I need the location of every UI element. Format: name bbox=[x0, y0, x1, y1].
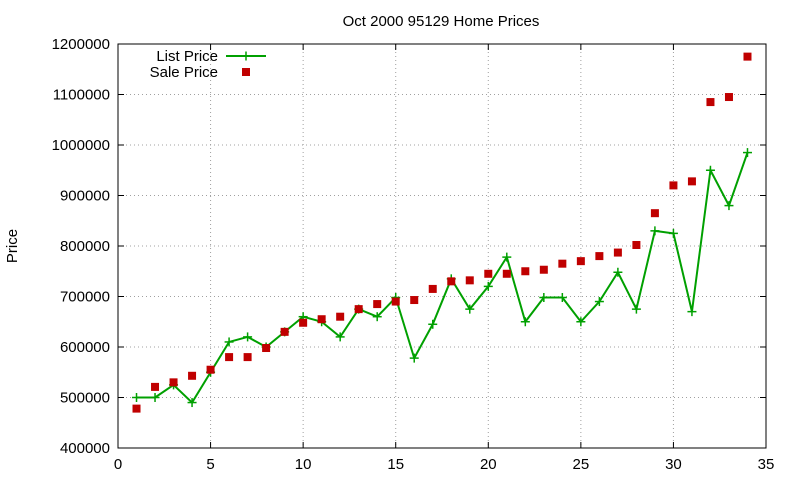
legend-label: List Price bbox=[156, 48, 218, 65]
list-price-point bbox=[668, 228, 678, 238]
sale-price-point bbox=[243, 353, 252, 362]
sale-price-point bbox=[447, 277, 456, 286]
list-price-point bbox=[705, 165, 715, 175]
series-list-price bbox=[132, 148, 752, 408]
sale-price-point bbox=[595, 252, 604, 261]
list-price-point bbox=[428, 319, 438, 329]
list-price-point bbox=[687, 307, 697, 317]
list-price-point bbox=[409, 353, 419, 363]
list-price-point bbox=[335, 332, 345, 342]
x-tick-label: 15 bbox=[387, 456, 404, 473]
list-price-line bbox=[136, 152, 749, 405]
sale-price-point bbox=[724, 93, 733, 102]
sale-price-point bbox=[650, 209, 659, 218]
sale-price-point bbox=[632, 240, 641, 249]
list-price-point bbox=[502, 252, 512, 262]
y-tick-label: 1000000 bbox=[52, 137, 110, 154]
sale-price-point bbox=[539, 265, 548, 274]
list-price-point bbox=[224, 337, 234, 347]
x-tick-label: 10 bbox=[295, 456, 312, 473]
list-price-point bbox=[465, 304, 475, 314]
list-price-point bbox=[742, 148, 752, 158]
sale-price-point bbox=[558, 259, 567, 268]
sale-price-point bbox=[317, 315, 326, 324]
legend-square-marker bbox=[242, 68, 250, 76]
x-tick-label: 0 bbox=[114, 456, 122, 473]
sale-price-point bbox=[706, 98, 715, 107]
sale-price-point bbox=[576, 257, 585, 266]
series-sale-price bbox=[132, 52, 752, 413]
list-price-point bbox=[539, 293, 549, 303]
list-price-point bbox=[520, 317, 530, 327]
x-tick-label: 5 bbox=[206, 456, 214, 473]
sale-price-point bbox=[687, 177, 696, 186]
list-price-point bbox=[150, 393, 160, 402]
sale-price-point bbox=[151, 382, 160, 391]
sale-price-point bbox=[206, 365, 215, 374]
sale-price-point bbox=[262, 344, 271, 353]
list-price-point bbox=[613, 267, 623, 277]
y-tick-label: 900000 bbox=[60, 188, 110, 205]
sale-price-point bbox=[669, 181, 678, 190]
sale-price-point bbox=[465, 276, 474, 285]
grid bbox=[118, 44, 766, 448]
list-price-point bbox=[243, 332, 253, 342]
x-tick-label: 20 bbox=[480, 456, 497, 473]
series-group bbox=[132, 52, 752, 413]
list-price-point bbox=[631, 304, 641, 314]
x-tick-label: 35 bbox=[758, 456, 775, 473]
sale-price-point bbox=[502, 269, 511, 278]
sale-price-point bbox=[613, 248, 622, 257]
sale-price-point bbox=[225, 353, 234, 362]
y-tick-label: 600000 bbox=[60, 339, 110, 356]
legend-plus-marker bbox=[241, 51, 251, 61]
axes: 0 5 10 15 20 25 30 35 400000 500000 600000 700000 80… bbox=[52, 36, 775, 473]
sale-price-point bbox=[299, 318, 308, 327]
sale-price-point bbox=[391, 297, 400, 306]
list-price-point bbox=[483, 281, 493, 291]
x-tick-label: 30 bbox=[665, 456, 682, 473]
sale-price-point bbox=[373, 300, 382, 309]
list-price-point bbox=[132, 393, 142, 402]
y-tick-label: 400000 bbox=[60, 440, 110, 457]
list-price-point bbox=[724, 201, 734, 211]
sale-price-point bbox=[428, 284, 437, 293]
y-tick-label: 800000 bbox=[60, 238, 110, 255]
sale-price-point bbox=[354, 305, 363, 314]
sale-price-point bbox=[521, 267, 530, 276]
y-tick-label: 1100000 bbox=[53, 87, 110, 104]
y-tick-label: 700000 bbox=[60, 289, 110, 306]
sale-price-point bbox=[169, 378, 178, 387]
sale-price-point bbox=[132, 404, 141, 413]
legend-label: Sale Price bbox=[150, 64, 218, 81]
sale-price-point bbox=[280, 327, 289, 336]
y-tick-label: 1200000 bbox=[52, 36, 110, 53]
list-price-point bbox=[372, 312, 382, 322]
sale-price-point bbox=[336, 312, 345, 321]
list-price-point bbox=[650, 226, 660, 236]
sale-price-point bbox=[743, 52, 752, 61]
sale-price-point bbox=[410, 296, 419, 305]
chart-title: Oct 2000 95129 Home Prices bbox=[343, 13, 540, 30]
list-price-point bbox=[187, 398, 197, 408]
y-axis-label: Price bbox=[4, 229, 21, 263]
sale-price-point bbox=[188, 371, 197, 380]
list-price-point bbox=[594, 297, 604, 307]
sale-price-point bbox=[484, 269, 493, 278]
x-tick-label: 25 bbox=[573, 456, 590, 473]
list-price-point bbox=[557, 293, 567, 303]
list-price-point bbox=[576, 317, 586, 327]
y-tick-label: 500000 bbox=[60, 390, 110, 407]
